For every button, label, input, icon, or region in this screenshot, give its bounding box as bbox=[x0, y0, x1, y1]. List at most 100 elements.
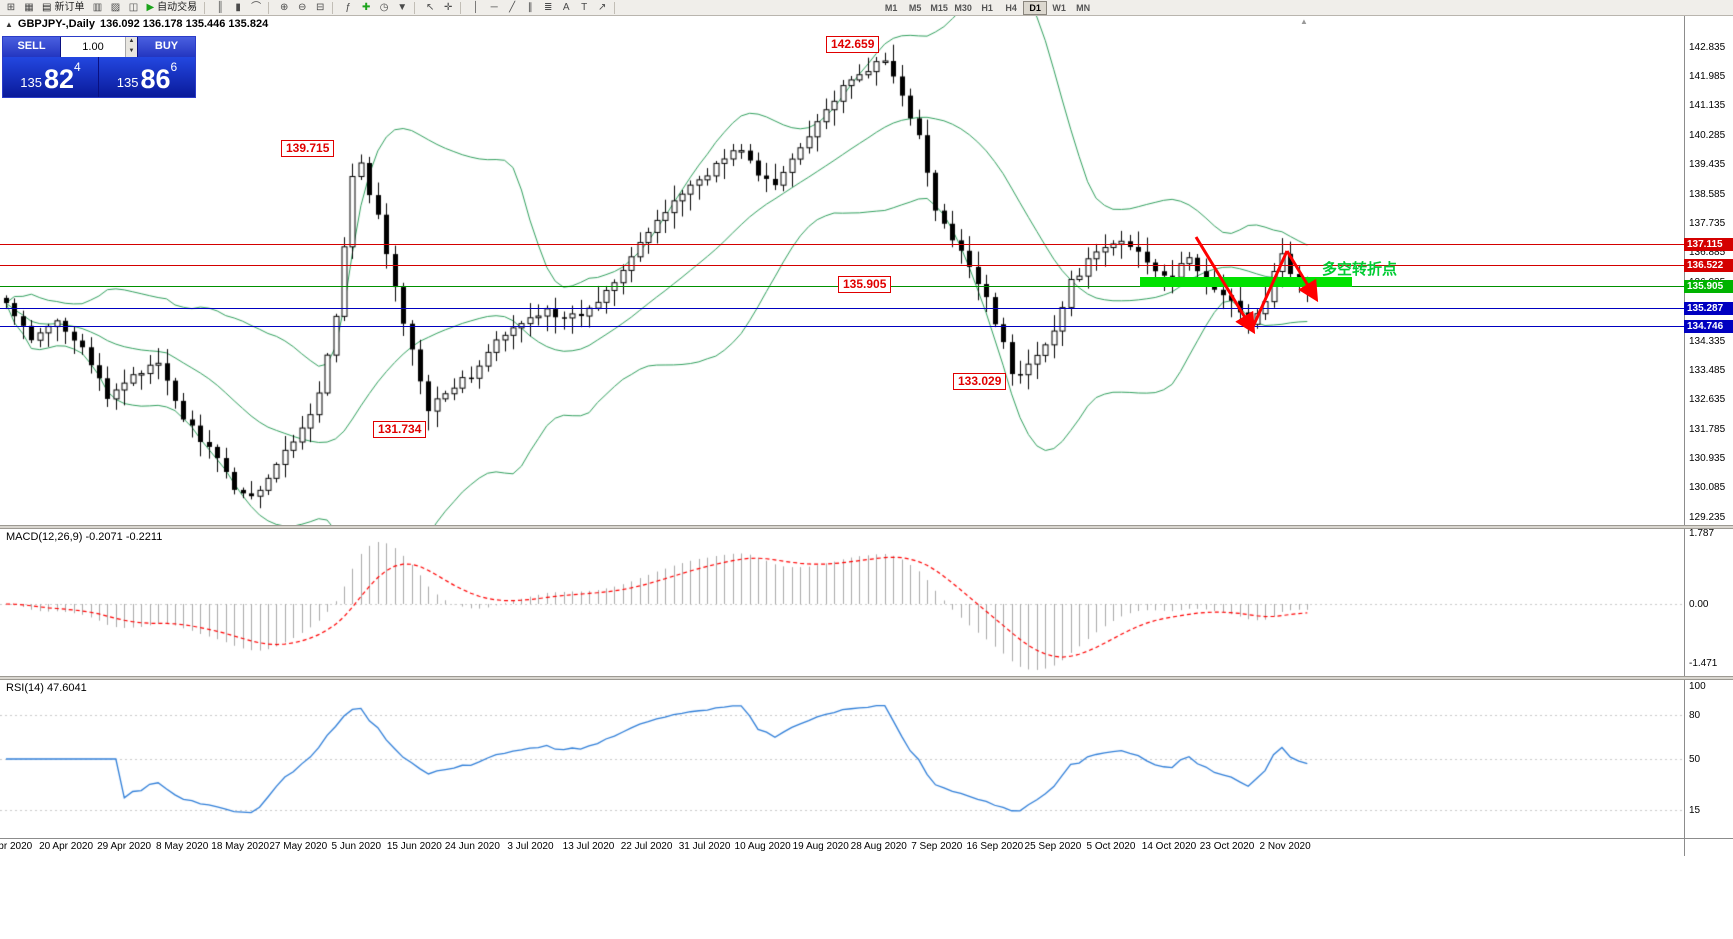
timeframe-m15[interactable]: M15 bbox=[930, 2, 948, 13]
channel-icon: ∥ bbox=[527, 1, 533, 13]
timeframe-w1[interactable]: W1 bbox=[1052, 2, 1066, 13]
chart-shift-marker[interactable]: ▲ bbox=[1300, 17, 1308, 26]
data-window-icon[interactable]: ▨ bbox=[106, 1, 124, 15]
fibonacci-icon: ≣ bbox=[543, 1, 553, 13]
candlestick-chart-icon[interactable]: ▮ bbox=[229, 1, 247, 15]
panel-splitter[interactable] bbox=[0, 525, 1733, 529]
x-axis-label: 7 Sep 2020 bbox=[911, 841, 963, 852]
horizontal-line-icon[interactable]: ─ bbox=[485, 1, 503, 15]
chart-list-icon[interactable]: ▦ bbox=[20, 1, 38, 15]
timeframe-d1[interactable]: D1 bbox=[1023, 0, 1048, 15]
data-window-icon: ▨ bbox=[110, 1, 121, 13]
price-callout[interactable]: 139.715 bbox=[281, 140, 335, 157]
zoom-out-icon[interactable]: ⊖ bbox=[293, 1, 311, 15]
add-indicator-icon[interactable]: ✚ bbox=[357, 1, 375, 15]
buy-button[interactable]: BUY bbox=[137, 37, 195, 57]
toolbar: ⊞ ▦ ▤ 新订单 ▥ ▨ ◫ ▶ 自动交易 ║ ▮ ⌒ ⊕ ⊖ ⊟ ƒ ✚ ◷ ▼ ↖ ✛ │ ─ ╱ ∥ ≣ A T ↗ M1 M5 M1… bbox=[0, 0, 1733, 16]
x-axis-label: 20 Apr 2020 bbox=[39, 841, 94, 852]
cursor-icon: ↖ bbox=[425, 1, 435, 13]
timeframe-m1[interactable]: M1 bbox=[884, 2, 898, 13]
y-axis-label: 134.335 bbox=[1689, 335, 1726, 347]
y-axis-label: 130.085 bbox=[1689, 482, 1726, 494]
indicators-icon: ƒ bbox=[345, 1, 351, 13]
market-watch-icon[interactable]: ▥ bbox=[88, 1, 106, 15]
sell-price[interactable]: 135 82 4 bbox=[3, 57, 99, 97]
new-chart-icon[interactable]: ⊞ bbox=[2, 1, 20, 15]
panel-splitter[interactable] bbox=[0, 676, 1733, 680]
price-tag: 136.522 bbox=[1684, 259, 1733, 272]
x-axis-label: 15 Jun 2020 bbox=[386, 841, 442, 852]
templates-icon: ▼ bbox=[397, 1, 408, 13]
timeframe-mn[interactable]: MN bbox=[1076, 2, 1091, 13]
autotrade-button[interactable]: ▶ 自动交易 bbox=[142, 1, 201, 15]
volume-up-icon[interactable]: ▲ bbox=[126, 37, 137, 47]
line-chart-icon: ⌒ bbox=[251, 1, 262, 13]
bar-chart-icon: ║ bbox=[216, 1, 224, 13]
trendline-icon[interactable]: ╱ bbox=[503, 1, 521, 15]
sell-price-big: 135 bbox=[20, 75, 42, 90]
price-hline[interactable] bbox=[0, 244, 1684, 245]
highlight-zone[interactable] bbox=[1140, 277, 1352, 287]
cursor-icon[interactable]: ↖ bbox=[421, 1, 439, 15]
crosshair-icon: ✛ bbox=[443, 1, 453, 13]
rsi-axis-label: 15 bbox=[1689, 805, 1701, 817]
main-chart-canvas[interactable] bbox=[0, 16, 1684, 525]
period-icon[interactable]: ◷ bbox=[375, 1, 393, 15]
rsi-panel-canvas[interactable] bbox=[0, 680, 1684, 838]
label-icon[interactable]: T bbox=[575, 1, 593, 15]
price-tag: 134.746 bbox=[1684, 320, 1733, 333]
chart-list-icon: ▦ bbox=[24, 1, 34, 13]
x-axis-label: 23 Oct 2020 bbox=[1199, 841, 1255, 852]
vertical-line-icon[interactable]: │ bbox=[467, 1, 485, 15]
fibonacci-icon[interactable]: ≣ bbox=[539, 1, 557, 15]
indicators-icon[interactable]: ƒ bbox=[339, 1, 357, 15]
y-axis-label: 141.985 bbox=[1689, 70, 1726, 82]
autotrade-button: ▶ bbox=[146, 2, 155, 13]
pivot-annotation-text[interactable]: 多空转折点 bbox=[1322, 261, 1398, 278]
channel-icon[interactable]: ∥ bbox=[521, 1, 539, 15]
candlestick-chart-icon: ▮ bbox=[235, 1, 241, 13]
tile-windows-icon[interactable]: ⊟ bbox=[311, 1, 329, 15]
crosshair-icon[interactable]: ✛ bbox=[439, 1, 457, 15]
sell-button[interactable]: SELL bbox=[3, 37, 61, 57]
zoom-in-icon[interactable]: ⊕ bbox=[275, 1, 293, 15]
x-axis-label: 22 Jul 2020 bbox=[620, 841, 673, 852]
line-chart-icon[interactable]: ⌒ bbox=[247, 1, 265, 15]
timeframe-m30[interactable]: M30 bbox=[954, 2, 972, 13]
price-hline[interactable] bbox=[0, 265, 1684, 266]
arrows-icon[interactable]: ↗ bbox=[593, 1, 611, 15]
horizontal-line-icon: ─ bbox=[490, 1, 498, 13]
y-axis-label: 141.135 bbox=[1689, 100, 1726, 112]
timeframe-m5[interactable]: M5 bbox=[908, 2, 922, 13]
text-icon[interactable]: A bbox=[557, 1, 575, 15]
price-hline[interactable] bbox=[0, 326, 1684, 327]
label-icon: T bbox=[581, 1, 588, 13]
buy-price[interactable]: 135 86 6 bbox=[99, 57, 195, 97]
price-hline[interactable] bbox=[0, 308, 1684, 309]
price-callout[interactable]: 135.905 bbox=[838, 276, 892, 293]
one-click-toggle-icon[interactable]: ▲ bbox=[5, 19, 13, 29]
volume-input[interactable] bbox=[61, 37, 125, 57]
templates-icon[interactable]: ▼ bbox=[393, 1, 411, 15]
timeframe-h1[interactable]: H1 bbox=[981, 2, 993, 13]
buy-price-sup: 6 bbox=[170, 60, 178, 74]
price-tag: 137.115 bbox=[1684, 238, 1733, 251]
price-callout[interactable]: 142.659 bbox=[826, 36, 880, 53]
macd-panel-canvas[interactable] bbox=[0, 529, 1684, 676]
macd-axis-label: 1.787 bbox=[1689, 527, 1715, 539]
volume-spinner: ▲ ▼ bbox=[125, 37, 137, 57]
price-callout[interactable]: 131.734 bbox=[373, 421, 427, 438]
new-order-button[interactable]: ▤ 新订单 bbox=[38, 1, 88, 15]
price-callout[interactable]: 133.029 bbox=[953, 373, 1007, 390]
rsi-label: RSI(14) 47.6041 bbox=[6, 682, 87, 694]
sell-price-sup: 4 bbox=[74, 60, 81, 74]
toolbar-separator bbox=[460, 1, 464, 14]
navigator-icon[interactable]: ◫ bbox=[124, 1, 142, 15]
autotrade-button-label: 自动交易 bbox=[157, 2, 198, 13]
volume-down-icon[interactable]: ▼ bbox=[126, 47, 137, 57]
timeframe-h4[interactable]: H4 bbox=[1005, 2, 1017, 13]
x-axis-label: 1 Apr 2020 bbox=[0, 841, 33, 852]
x-axis-label: 10 Aug 2020 bbox=[734, 841, 791, 852]
price-axis[interactable] bbox=[1684, 16, 1733, 856]
bar-chart-icon[interactable]: ║ bbox=[211, 1, 229, 15]
